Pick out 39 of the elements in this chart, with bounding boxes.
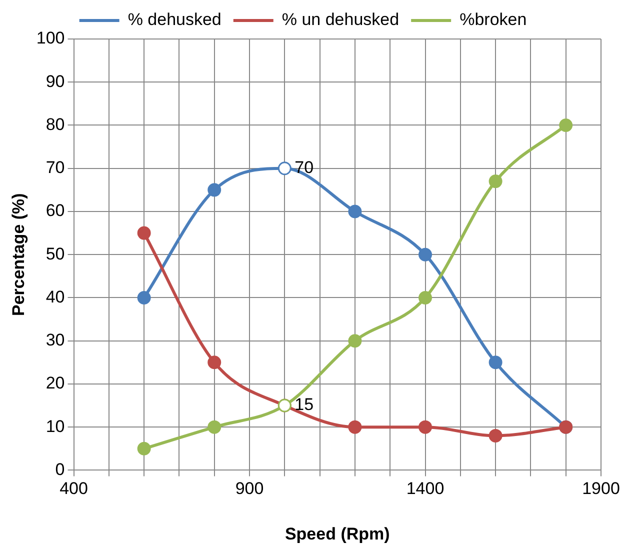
y-axis-title: Percentage (%) [8,193,28,316]
y-tick-label: 20 [46,374,65,393]
point [348,420,362,434]
y-tick-label: 40 [46,287,65,306]
x-tick-label: 400 [60,479,88,498]
legend-label: % dehusked [128,10,222,30]
point [137,442,151,456]
y-tick-label: 60 [46,201,65,220]
point [488,356,502,370]
y-tick-label: 10 [46,416,65,436]
y-tick-label: 90 [46,72,65,91]
point [348,204,362,218]
y-tick-label: 80 [46,114,65,134]
legend-label: %broken [460,10,527,30]
point [488,174,502,188]
point [488,428,502,442]
x-tick-label: 900 [235,479,264,498]
legend-label: % un dehusked [282,10,400,30]
point [208,420,222,434]
point [278,162,292,176]
data-label: 15 [294,395,314,414]
y-tick-label: 30 [46,330,65,350]
point [137,290,151,304]
y-tick-label: 100 [36,28,65,48]
point [137,226,151,240]
point [208,183,222,197]
y-tick-label: 0 [55,460,65,479]
y-tick-label: 70 [46,158,65,178]
x-tick-label: 1400 [406,479,444,498]
x-axis-title: Speed (Rpm) [284,524,390,544]
point [418,420,432,434]
x-tick-label: 1900 [582,479,620,498]
y-tick-label: 50 [46,244,65,264]
data-label: 70 [294,158,314,178]
point [418,290,432,304]
point [559,118,573,132]
point [348,334,362,348]
point [418,248,432,262]
point [208,356,222,370]
